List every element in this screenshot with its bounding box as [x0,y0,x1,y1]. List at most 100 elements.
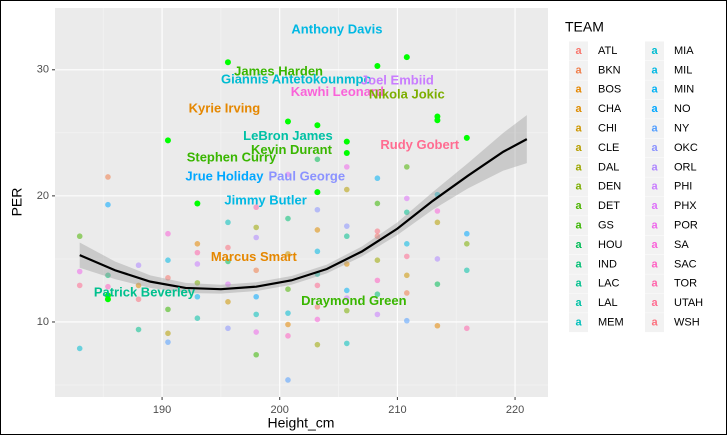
point [404,164,410,170]
point [194,240,201,247]
legend-key [645,254,664,274]
point [314,156,321,163]
legend-key [569,41,588,61]
point [343,186,350,193]
legend-key [645,313,664,333]
legend-label: GS [598,220,614,232]
point [285,321,291,328]
legend-glyph: a [651,317,658,329]
legend-key [645,177,664,197]
legend-key [569,60,588,80]
legend-key [645,216,664,236]
legend-glyph: a [575,84,582,96]
point [314,304,321,310]
legend-glyph: a [651,297,658,309]
point [464,267,470,274]
point [404,209,410,216]
legend-key [569,138,588,158]
point [434,281,441,287]
legend-glyph: a [651,220,658,232]
player-label: LeBron James [243,128,333,143]
point [105,283,111,290]
legend-glyph: a [651,258,658,270]
legend-key [569,196,588,216]
player-label: Kyrie Irving [189,100,261,115]
player-label: Jimmy Butler [224,192,306,207]
point [165,306,171,313]
legend-glyph: a [575,317,582,329]
point [464,240,470,247]
legend-key [645,119,664,139]
player-label: Patrick Beverley [94,284,196,299]
point [285,251,291,257]
legend-key [569,274,588,294]
point [285,310,291,316]
legend-label: DET [598,200,620,212]
player-label: Joel Embiid [361,73,434,88]
player-label: Draymond Green [301,293,407,308]
legend-label: MIN [674,84,694,96]
legend-key [645,138,664,158]
legend-key [569,216,588,236]
legend-label: WSH [674,317,700,329]
point [253,267,260,274]
legend-label: NY [674,123,690,135]
point [285,286,291,292]
y-tick-label: 30 [37,64,49,76]
legend-label: TOR [674,278,697,290]
legend-title: TEAM [565,19,604,35]
legend-key [569,177,588,197]
player-label: Stephen Curry [187,149,277,164]
legend-glyph: a [575,123,582,135]
point [285,333,291,339]
player-label: Rudy Gobert [380,137,459,152]
highlight-point [194,200,201,207]
legend-label: OKC [674,142,698,154]
highlight-point [403,54,410,61]
highlight-point [284,118,291,125]
point [135,296,142,303]
legend-key [645,41,664,61]
point [314,282,321,289]
x-axis-title: Height_cm [268,415,335,431]
point [343,340,350,347]
point [165,339,171,345]
legend-label: BKN [598,64,621,76]
player-label: Paul George [269,168,346,183]
legend-key [569,313,588,333]
legend-glyph: a [651,45,658,57]
point [285,171,291,178]
point [434,208,441,214]
point [314,227,321,233]
point [135,282,142,289]
point [404,240,410,247]
legend-label: ORL [674,161,697,173]
point [165,257,171,263]
legend-label: POR [674,220,698,232]
point [165,230,171,237]
legend-label: LAL [598,297,618,309]
legend-key [645,293,664,313]
legend-glyph: a [651,181,658,193]
point [464,230,470,237]
point [374,175,381,182]
confidence-band [79,115,527,294]
legend-glyph: a [651,64,658,76]
legend-key [569,293,588,313]
point [225,325,231,332]
point [314,206,321,213]
point [343,233,350,240]
legend-key [645,196,664,216]
legend-label: DEN [598,181,621,193]
point [225,281,231,287]
point [194,315,201,321]
point [135,326,142,333]
legend-glyph: a [575,45,582,57]
legend-label: MIA [674,45,694,57]
legend-glyph: a [575,278,582,290]
point [253,234,260,241]
legend-label: CHI [598,123,617,135]
point [76,268,83,275]
legend-label: PHX [674,200,697,212]
y-axis-title: PER [9,188,25,217]
